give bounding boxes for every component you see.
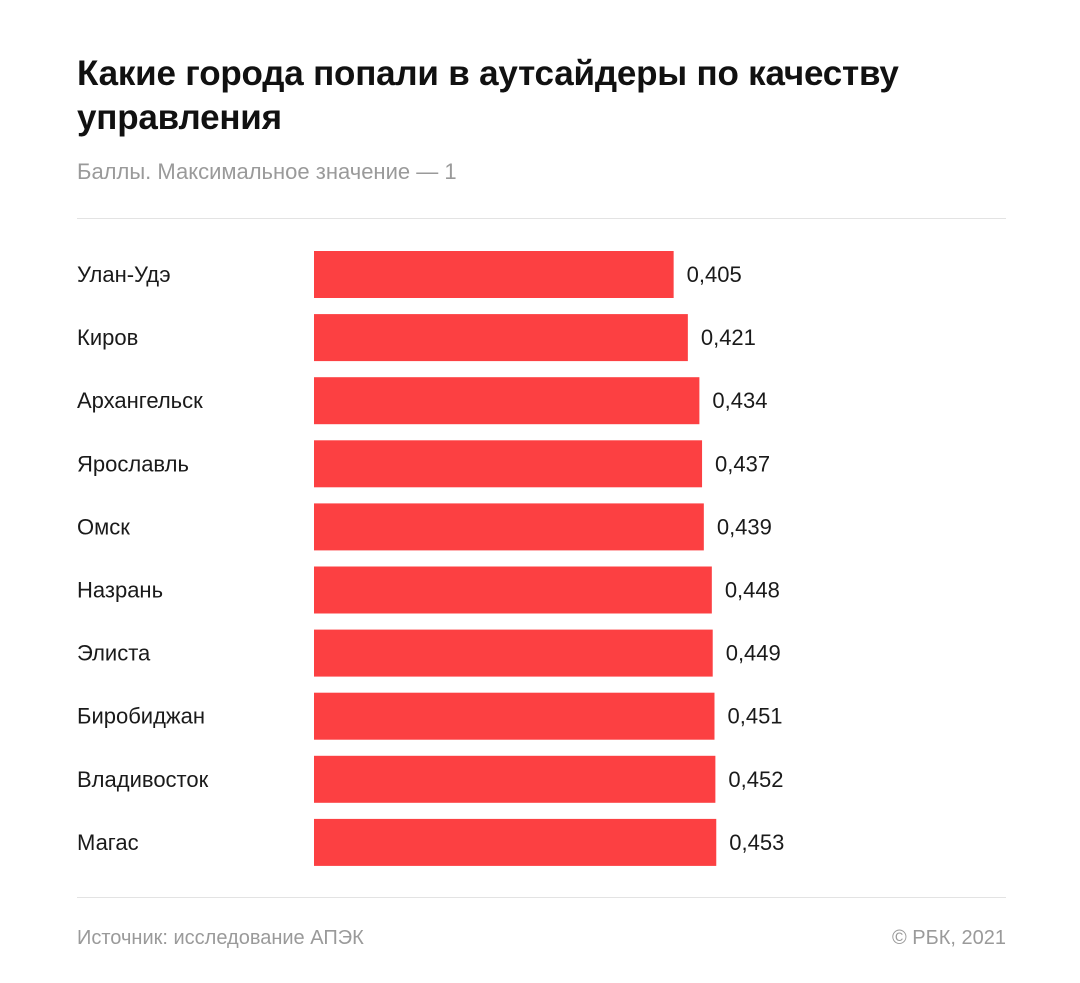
bar xyxy=(314,566,712,614)
bar xyxy=(314,755,716,803)
category-label: Улан-Удэ xyxy=(77,262,171,287)
category-label: Магас xyxy=(77,830,139,855)
bar xyxy=(314,251,674,298)
bottom-divider xyxy=(77,897,1006,898)
value-label: 0,437 xyxy=(715,451,770,476)
bar xyxy=(314,503,704,551)
category-label: Киров xyxy=(77,325,138,350)
source-note: Источник: исследование АПЭК xyxy=(77,927,364,949)
value-label: 0,451 xyxy=(727,704,782,729)
category-label: Омск xyxy=(77,514,130,539)
copyright-note: © РБК, 2021 xyxy=(891,927,1006,949)
bar xyxy=(314,692,715,740)
value-label: 0,434 xyxy=(712,388,767,413)
chart-title: Какие города попали в аутсайдеры по каче… xyxy=(77,54,899,137)
category-label: Назрань xyxy=(77,578,163,603)
value-label: 0,421 xyxy=(701,325,756,350)
category-label: Ярославль xyxy=(77,451,189,476)
bar xyxy=(314,377,700,425)
category-label: Элиста xyxy=(77,641,151,666)
bar xyxy=(314,440,703,488)
chart-subtitle: Баллы. Максимальное значение — 1 xyxy=(77,159,457,184)
top-divider xyxy=(77,218,1006,219)
bar xyxy=(314,629,713,677)
bar xyxy=(314,818,717,866)
value-label: 0,439 xyxy=(717,514,772,539)
value-label: 0,449 xyxy=(726,641,781,666)
category-label: Биробиджан xyxy=(77,704,205,729)
bar xyxy=(314,314,688,362)
value-label: 0,405 xyxy=(687,262,742,287)
category-label: Архангельск xyxy=(77,388,203,413)
value-label: 0,453 xyxy=(729,830,784,855)
value-label: 0,448 xyxy=(725,578,780,603)
category-label: Владивосток xyxy=(77,767,209,792)
value-label: 0,452 xyxy=(728,767,783,792)
